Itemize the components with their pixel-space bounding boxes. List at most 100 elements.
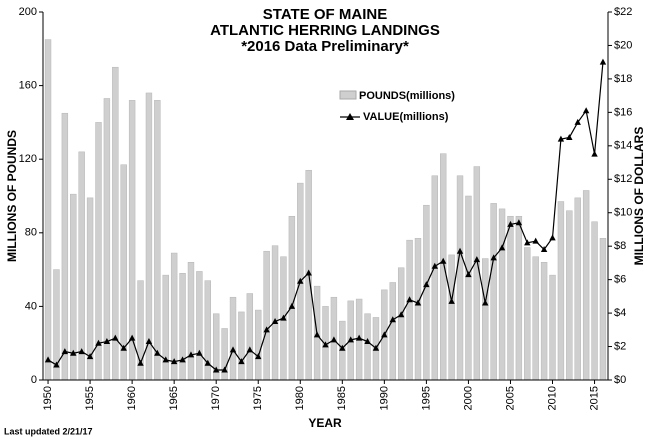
marker [120,344,127,351]
marker [364,338,371,345]
x-tick-label: 1960 [126,386,138,410]
y2-tick-label: $12 [614,173,632,185]
bar [44,39,52,381]
x-tick-label: 2000 [462,386,474,410]
marker [347,336,354,343]
marker [381,331,388,338]
x-tick-label: 1980 [294,386,306,410]
marker [53,361,60,368]
y-tick-label: 200 [19,6,37,18]
marker [44,356,52,363]
bar [498,208,506,381]
marker [170,358,178,365]
marker [271,317,279,324]
legend: POUNDS(millions) VALUE(millions) [339,90,455,123]
marker [263,326,270,333]
bar [263,250,270,381]
marker [229,346,237,353]
marker [498,244,506,251]
marker [70,349,77,356]
marker [196,349,203,356]
bar [61,112,69,381]
marker [297,277,304,284]
marker [465,271,472,278]
marker [507,220,514,227]
marker [397,311,405,318]
marker [305,269,312,276]
bar [423,204,430,381]
bar [532,256,539,381]
marker [549,234,556,241]
bar [271,245,279,381]
marker [440,257,447,264]
marker [482,299,489,306]
marker [532,237,539,244]
y2-tick-label: $16 [614,106,632,118]
x-tick-label: 1970 [210,386,222,410]
marker [389,316,396,323]
marker [137,359,144,366]
marker [557,135,565,142]
y-tick-label: 80 [25,227,37,239]
marker [221,366,228,373]
marker [414,299,422,306]
marker [591,150,598,157]
bar [549,274,556,381]
marker [313,331,321,338]
y2-tick-label: $6 [614,274,626,286]
marker [212,366,220,373]
marker [128,334,136,341]
bar [145,92,153,381]
bar [448,254,455,381]
marker [515,219,523,226]
marker [179,356,186,363]
y-tick-label: 0 [31,374,37,386]
marker [280,314,287,321]
bar [599,238,607,381]
y2-tick-label: $14 [614,140,632,152]
x-tick-label: 1965 [168,386,180,410]
bar [482,258,489,381]
marker [582,107,590,114]
marker [238,358,245,365]
bar [288,215,296,381]
bar [490,203,497,381]
marker [423,281,430,288]
marker [540,246,548,253]
marker [103,338,111,345]
y-tick-label: 160 [19,80,37,92]
marker [145,338,153,345]
y2-tick-label: $0 [614,374,626,386]
x-tick-label: 1985 [336,386,348,410]
marker [599,58,607,65]
bar [431,175,438,381]
chart-title: *2016 Data Preliminary* [241,38,409,55]
marker [78,348,85,355]
bar [465,195,472,381]
x-tick-label: 1950 [42,386,54,410]
x-axis-title: YEAR [308,416,342,430]
marker [330,336,338,343]
marker [154,349,161,356]
marker [162,356,169,363]
bar [540,261,548,381]
bar [78,151,85,381]
marker [339,344,346,351]
y2-tick-label: $20 [614,39,632,51]
legend-label: VALUE(millions) [363,111,449,123]
y-tick-label: 40 [25,300,37,312]
x-tick-label: 1955 [84,386,96,410]
chart-title: ATLANTIC HERRING LANDINGS [210,22,440,39]
bar [456,175,464,381]
bar [179,273,186,381]
marker [187,351,195,358]
y-axis-title: MILLIONS OF POUNDS [5,130,19,262]
bar [582,190,590,381]
chart-title: STATE OF MAINE [263,6,387,23]
marker [204,359,211,366]
bar [246,293,254,381]
bar [112,66,119,381]
y2-tick-label: $22 [614,6,632,18]
marker [288,302,296,309]
